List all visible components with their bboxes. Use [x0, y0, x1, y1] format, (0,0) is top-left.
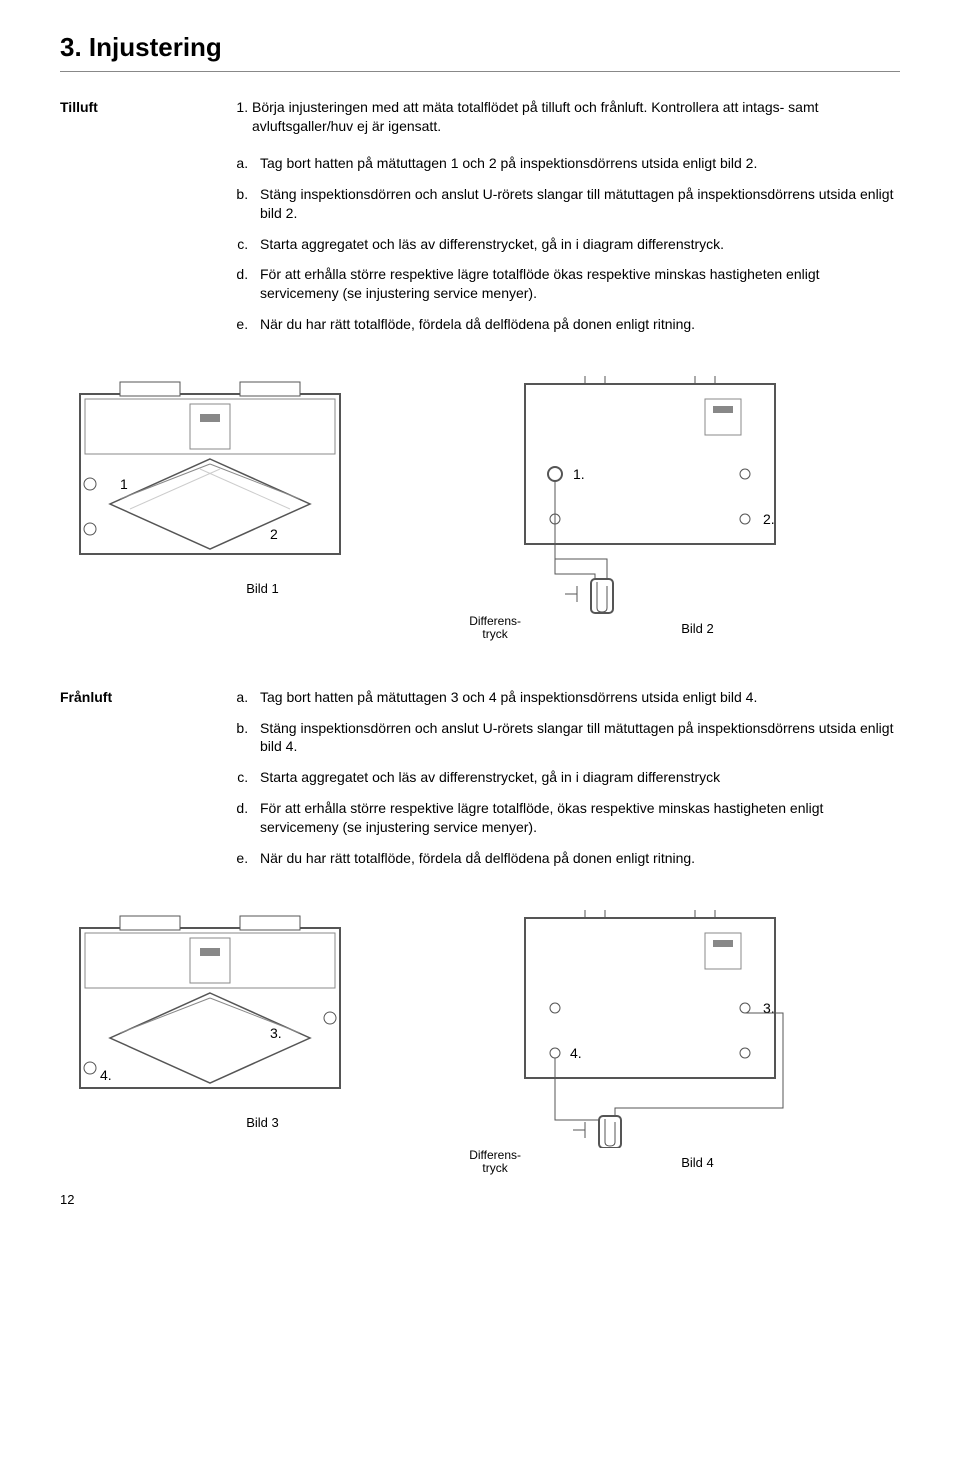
franluft-step-c: Starta aggregatet och läs av differenstr…: [252, 768, 900, 787]
franluft-step-d: För att erhålla större respektive lägre …: [252, 799, 900, 837]
franluft-step-b: Stäng inspektionsdörren och anslut U-rör…: [252, 719, 900, 757]
svg-text:1: 1: [120, 476, 128, 492]
heading-rule: [60, 71, 900, 72]
tilluft-step-a: Tag bort hatten på mätuttagen 1 och 2 på…: [252, 154, 900, 173]
tilluft-step-b: Stäng inspektionsdörren och anslut U-rör…: [252, 185, 900, 223]
svg-text:3.: 3.: [270, 1025, 282, 1041]
label-tilluft: Tilluft: [60, 98, 230, 346]
figure-bild-4: 3. 4. Bild 4: [495, 908, 900, 1172]
caption-bild-2: Bild 2: [495, 620, 900, 638]
franluft-step-e: När du har rätt totalflöde, fördela då d…: [252, 849, 900, 868]
tilluft-step-d: För att erhålla större respektive lägre …: [252, 265, 900, 303]
label-franluft: Frånluft: [60, 688, 230, 880]
svg-text:4.: 4.: [570, 1045, 582, 1061]
svg-text:2.: 2.: [763, 511, 775, 527]
svg-text:4.: 4.: [100, 1067, 112, 1083]
tilluft-step-c: Starta aggregatet och läs av differenstr…: [252, 235, 900, 254]
franluft-steps: Tag bort hatten på mätuttagen 3 och 4 på…: [230, 688, 900, 868]
figure-bild-3: 3. 4. Bild 3 Differens-tryck: [60, 908, 465, 1172]
tilluft-steps: Tag bort hatten på mätuttagen 1 och 2 på…: [230, 154, 900, 334]
figure-bild-2: 1. 2. Bild 2: [495, 374, 900, 638]
page-heading: 3. Injustering: [60, 30, 900, 65]
caption-bild-4: Bild 4: [495, 1154, 900, 1172]
franluft-step-a: Tag bort hatten på mätuttagen 3 och 4 på…: [252, 688, 900, 707]
page-number: 12: [60, 1191, 900, 1209]
svg-text:1.: 1.: [573, 466, 585, 482]
figure-bild-1: 1 2 Bild 1 Differens-tryck: [60, 374, 465, 638]
svg-text:3.: 3.: [763, 1000, 775, 1016]
tilluft-step-e: När du har rätt totalflöde, fördela då d…: [252, 315, 900, 334]
intro-item: Börja injusteringen med att mäta totalfl…: [252, 98, 900, 136]
svg-text:2: 2: [270, 526, 278, 542]
caption-bild-3: Bild 3: [60, 1114, 465, 1132]
caption-bild-1: Bild 1: [60, 580, 465, 598]
